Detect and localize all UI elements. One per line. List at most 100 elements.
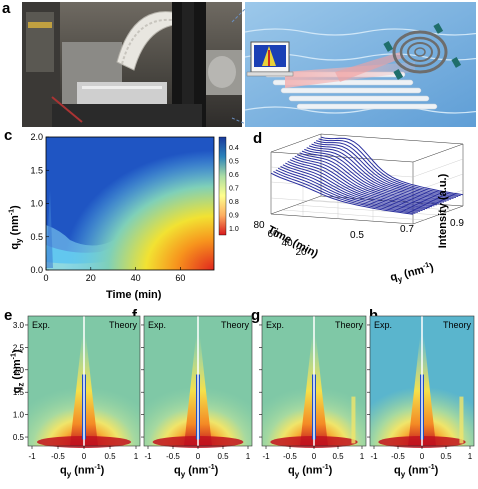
gisaxs-exp-tag: Exp. [32, 320, 50, 330]
gisaxs-theory-tag: Theory [221, 320, 250, 330]
panel-d-series-line [294, 155, 437, 206]
gisaxs-divider [83, 316, 85, 446]
gisaxs-xtick-label: -1 [144, 452, 152, 461]
panel-d-series-line [289, 159, 433, 208]
gisaxs-xtick-label: 0.5 [104, 452, 116, 461]
panel-d-series-line [287, 160, 430, 209]
panel-d-q-tick: 0.7 [400, 224, 414, 235]
panel-c-xtick-label: 60 [175, 273, 185, 283]
gisaxs-divider [421, 316, 423, 446]
panel-label-h: h [369, 307, 379, 324]
panel-f-xlabel: qy (nm-1) [174, 464, 219, 479]
gisaxs-ytick-label: 1.0 [13, 411, 25, 420]
panel-d-series-line [306, 147, 449, 201]
gisaxs-schematic [245, 2, 476, 127]
panel-d-series-line [311, 143, 454, 199]
gisaxs-panel-f: Exp. Theory -1 -0.5 0 0.5 1 [141, 315, 253, 461]
panel-d-q-tick: 0.5 [350, 230, 364, 241]
gisaxs-ytick-label: 3.0 [13, 321, 25, 330]
panel-d-series-line [318, 138, 461, 197]
panel-c-ytick-label: 1.5 [30, 165, 43, 175]
panel-c-ytick-label: 0.0 [30, 265, 43, 275]
panel-d-series-line [292, 157, 435, 207]
panel-d-time-tick: 60 [267, 229, 279, 240]
panel-d-series-line [320, 136, 464, 196]
panel-label-e: e [4, 307, 13, 324]
gisaxs-ytick-label: 2.5 [13, 343, 25, 352]
panel-c-colorbar-tick: 0.5 [229, 159, 239, 166]
panel-h-xlabel: qy (nm-1) [394, 464, 439, 479]
gisaxs-xtick-label: -0.5 [51, 452, 65, 461]
gisaxs-xtick-label: 0 [196, 452, 201, 461]
panel-d-time-tick: 20 [295, 247, 307, 258]
gisaxs-panel-h: Exp. Theory -1 -0.5 0 0.5 1 [367, 315, 475, 461]
panel-d-series-line [270, 172, 414, 215]
panel-e-ylabel: qz (nm-1) [10, 349, 26, 394]
panel-d-series-line [273, 171, 416, 214]
panel-c-xtick-label: 20 [86, 273, 96, 283]
gisaxs-divider [197, 316, 199, 446]
panel-d-series-line [308, 145, 452, 200]
gisaxs-theory-tag: Theory [443, 320, 472, 330]
panel-d-time-tick: 80 [253, 220, 265, 231]
panel-label-c: c [4, 127, 13, 144]
panel-c-ylabel: qy (nm-1) [8, 205, 24, 250]
panel-d-series-line [313, 141, 456, 198]
gisaxs-divider [313, 316, 315, 446]
panel-c-xtick-label: 40 [131, 273, 141, 283]
gisaxs-xtick-label: 0.5 [217, 452, 229, 461]
gisaxs-xtick-label: 0.5 [332, 452, 344, 461]
panel-d-series-line [299, 152, 442, 204]
panel-d-series-line [304, 148, 447, 202]
gisaxs-panel-g: Exp. Theory -1 -0.5 0 0.5 1 [259, 315, 367, 461]
gisaxs-xtick-label: 0 [420, 452, 425, 461]
panel-d-series-line [275, 169, 418, 213]
panel-d-q-tick: 0.9 [450, 218, 464, 229]
panel-label-f: f [132, 307, 137, 324]
gisaxs-ytick-label: 2.0 [13, 366, 25, 375]
gisaxs-xtick-label: -0.5 [283, 452, 297, 461]
gisaxs-exp-tag: Exp. [374, 320, 392, 330]
panel-c-xlabel: Time (min) [106, 289, 162, 301]
panel-d-series-line [297, 154, 440, 205]
gisaxs-xtick-label: -0.5 [166, 452, 180, 461]
panel-c-colorbar-tick: 1.0 [229, 226, 239, 233]
panel-c-colorbar-tick: 0.9 [229, 213, 239, 220]
panel-c-colorbar-tick: 0.4 [229, 145, 239, 152]
panel-d-series-line [301, 150, 445, 203]
panel-d-series-line [282, 164, 425, 211]
panel-d-series-line [277, 167, 421, 212]
panel-c-ytick-label: 2.0 [30, 132, 43, 142]
panel-c-heatmap: 0.4 0.5 0.6 0.7 0.8 0.9 1.0 0 20 40 60 2.0 1.5 1.0 0… [30, 132, 239, 283]
panel-c-xtick-label: 0 [43, 273, 48, 283]
gisaxs-xtick-label: 1 [134, 452, 139, 461]
panel-e-xlabel: qy (nm-1) [60, 464, 105, 479]
panel-d-series-line [285, 162, 428, 210]
panel-d-series-line [316, 140, 459, 197]
gisaxs-xtick-label: -0.5 [391, 452, 405, 461]
panel-d-time-tick: 40 [281, 238, 293, 249]
panel-label-g: g [251, 307, 261, 324]
connector-lines [231, 5, 249, 126]
gisaxs-xtick-label: -1 [370, 452, 378, 461]
gisaxs-xtick-label: -1 [28, 452, 36, 461]
panel-d-z-label: Intensity (a.u.) [437, 173, 449, 249]
panel-c-colorbar-tick: 0.6 [229, 172, 239, 179]
beamline-photo [22, 2, 242, 127]
gisaxs-xtick-label: 1 [468, 452, 473, 461]
gisaxs-exp-tag: Exp. [266, 320, 284, 330]
gisaxs-theory-tag: Theory [335, 320, 364, 330]
gisaxs-exp-tag: Exp. [148, 320, 166, 330]
gisaxs-ytick-label: 0.5 [13, 433, 25, 442]
gisaxs-xtick-label: 0.5 [440, 452, 452, 461]
gisaxs-side-peak [351, 396, 356, 444]
gisaxs-side-peak [459, 396, 464, 444]
gisaxs-xtick-label: 0 [312, 452, 317, 461]
gisaxs-xtick-label: 1 [246, 452, 251, 461]
gisaxs-ytick-label: 1.5 [13, 388, 25, 397]
gisaxs-theory-tag: Theory [109, 320, 138, 330]
gisaxs-panel-e: Exp. Theory -1 -0.5 0 0.5 1 3.0 2.5 2.0 1.5 1.0 0.5 [13, 315, 141, 461]
panel-d-series-line [280, 166, 423, 211]
panel-c-colorbar-tick: 0.8 [229, 199, 239, 206]
